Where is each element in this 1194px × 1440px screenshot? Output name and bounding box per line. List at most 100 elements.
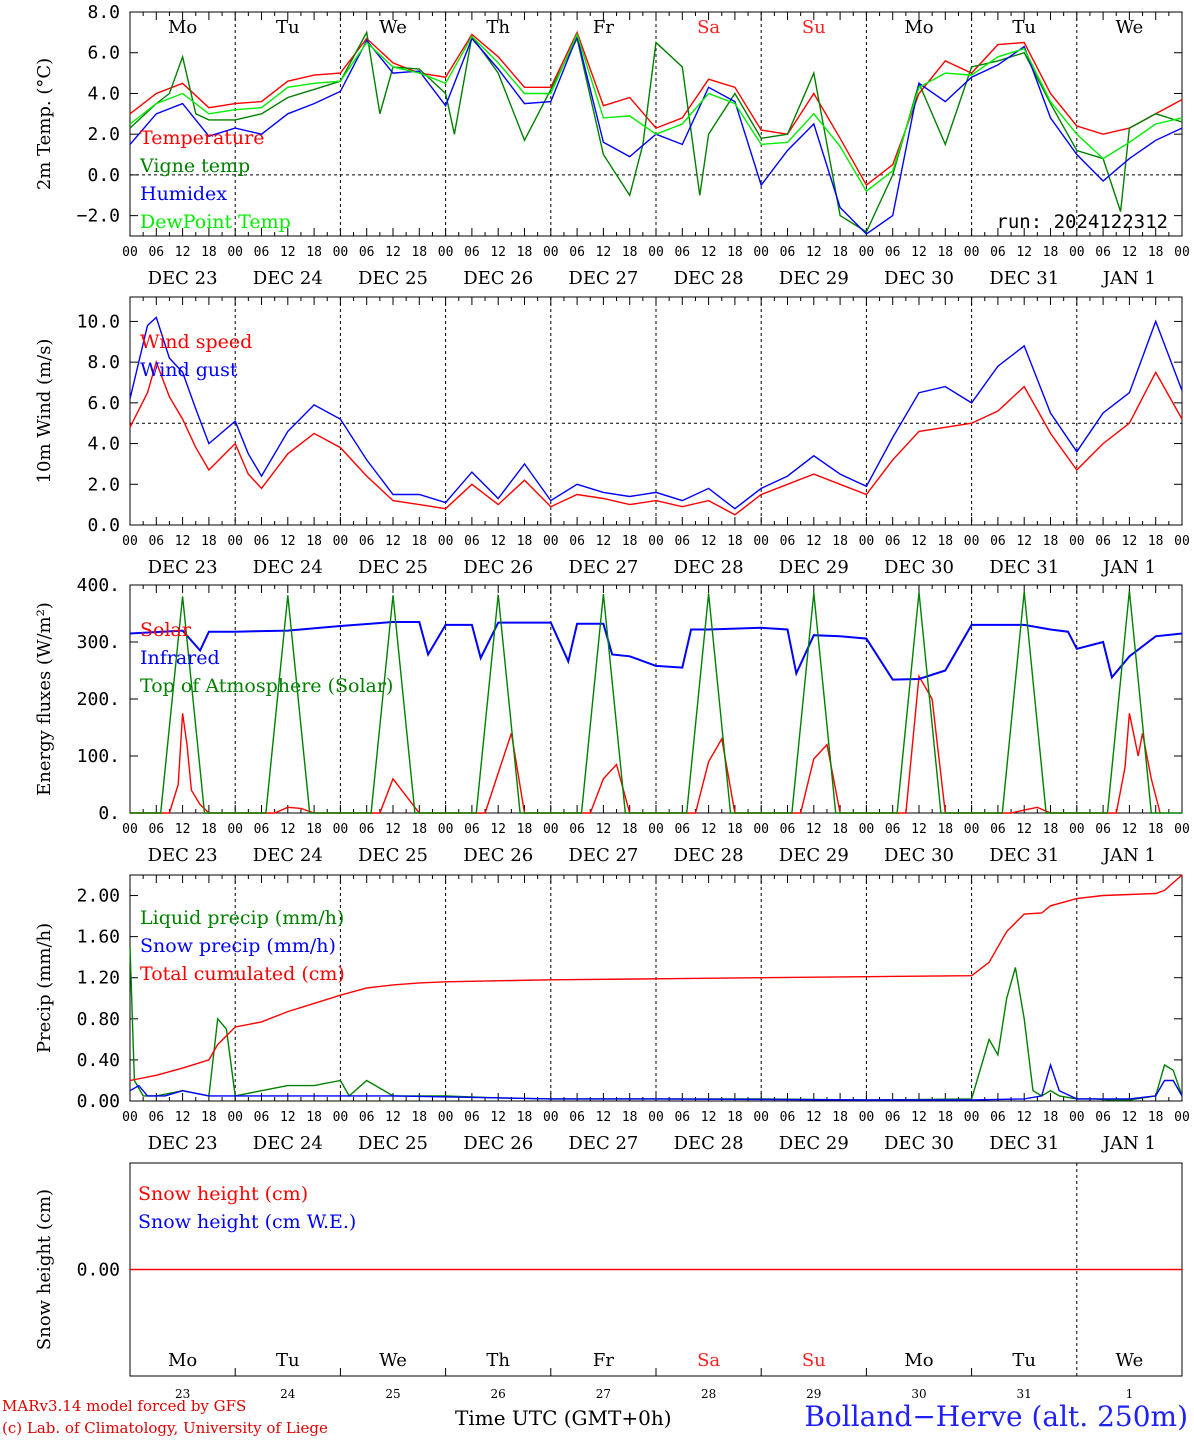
x-tick-label: 12 [490,534,506,549]
x-tick-label: 12 [490,822,506,837]
series-line [129,316,1183,510]
legend-entry: DewPoint Temp [140,211,291,233]
y-tick-label: 6.0 [87,393,120,414]
x-tick-label: 00 [543,245,559,260]
x-tick-label: 06 [1095,1110,1111,1125]
date-label: DEC 29 [779,845,849,866]
x-tick-label: 12 [175,1110,191,1125]
date-label: DEC 27 [568,268,638,289]
x-tick-label: 12 [701,245,717,260]
x-tick-label: 12 [490,245,506,260]
day-number-label: 1 [1126,1387,1134,1401]
date-label: DEC 27 [568,1133,638,1154]
x-tick-label: 00 [648,534,664,549]
date-label: DEC 23 [148,845,218,866]
x-tick-label: 12 [911,1110,927,1125]
x-tick-label: 12 [1016,822,1032,837]
x-tick-label: 06 [359,822,375,837]
x-tick-label: 12 [175,245,191,260]
legend-entry: Wind gust [140,359,238,381]
x-tick-label: 18 [411,1110,427,1125]
x-tick-label: 06 [569,1110,585,1125]
legend-entry: Snow height (cm W.E.) [138,1211,356,1233]
weekday-label: Su [802,17,826,38]
x-tick-label: 18 [411,822,427,837]
x-tick-label: 06 [885,822,901,837]
day-number-label: 25 [385,1387,400,1401]
x-tick-label: 18 [1148,822,1164,837]
day-number-label: 26 [491,1387,506,1401]
date-label: DEC 29 [779,268,849,289]
day-number-label: 24 [280,1387,296,1401]
x-tick-label: 00 [438,245,454,260]
run-label: run: 2024122312 [996,211,1168,233]
x-tick-label: 12 [701,822,717,837]
x-tick-label: 06 [885,1110,901,1125]
date-label: DEC 24 [253,1133,323,1154]
x-tick-label: 00 [964,1110,980,1125]
x-tick-label: 18 [622,822,638,837]
x-tick-label: 18 [306,534,322,549]
y-tick-label: 8.0 [87,2,120,23]
x-tick-label: 06 [885,245,901,260]
y-axis-label: Energy fluxes (W/m²) [34,602,55,796]
x-tick-label: 06 [464,1110,480,1125]
x-tick-label: 18 [727,1110,743,1125]
x-tick-label: 06 [254,822,270,837]
x-tick-label: 00 [333,245,349,260]
date-label: DEC 25 [358,268,428,289]
x-tick-label: 18 [1043,822,1059,837]
x-tick-label: 12 [385,534,401,549]
date-label: JAN 1 [1101,268,1156,289]
x-tick-label: 18 [727,245,743,260]
legend-entry: Humidex [140,183,227,205]
weekday-label: Sa [697,1350,720,1371]
legend-entry: Temperature [140,127,264,149]
x-tick-label: 00 [859,245,875,260]
x-tick-label: 06 [569,245,585,260]
x-tick-label: 18 [411,245,427,260]
x-tick-label: 18 [201,534,217,549]
x-tick-label: 00 [1069,1110,1085,1125]
x-tick-label: 00 [227,1110,243,1125]
x-tick-label: 12 [806,1110,822,1125]
x-tick-label: 18 [622,245,638,260]
x-tick-label: 18 [832,245,848,260]
x-tick-label: 06 [464,245,480,260]
x-tick-label: 00 [1174,1110,1190,1125]
x-tick-label: 00 [1174,245,1190,260]
legend-entry: Total cumulated (cm) [140,963,345,985]
x-tick-label: 12 [596,245,612,260]
x-tick-label: 18 [832,1110,848,1125]
x-tick-label: 12 [1016,534,1032,549]
x-tick-label: 12 [1122,822,1138,837]
day-number-label: 31 [1017,1387,1032,1401]
x-tick-label: 12 [1016,245,1032,260]
x-tick-label: 18 [517,1110,533,1125]
weekday-label: Mo [904,1350,933,1371]
y-tick-label: 0.0 [87,515,120,536]
x-tick-label: 12 [596,1110,612,1125]
series-line [130,590,1182,814]
weekday-label: Th [486,1350,510,1371]
y-tick-label: 0.40 [77,1050,120,1071]
date-label: JAN 1 [1101,1133,1156,1154]
weekday-label: Fr [593,17,614,38]
series-line [129,1062,1183,1101]
date-label: DEC 30 [884,268,954,289]
x-tick-label: 06 [780,245,796,260]
day-number-label: 28 [701,1387,716,1401]
x-tick-label: 00 [333,534,349,549]
date-label: DEC 25 [358,557,428,578]
y-tick-label: 0.0 [87,165,120,186]
x-tick-label: 06 [674,534,690,549]
x-tick-label: 00 [438,1110,454,1125]
x-tick-label: 00 [859,534,875,549]
weekday-label: Fr [593,1350,614,1371]
weekday-label: Th [486,17,510,38]
weekday-label: Tu [1012,1350,1036,1371]
x-tick-label: 00 [964,534,980,549]
x-tick-label: 00 [753,1110,769,1125]
date-label: JAN 1 [1101,845,1156,866]
